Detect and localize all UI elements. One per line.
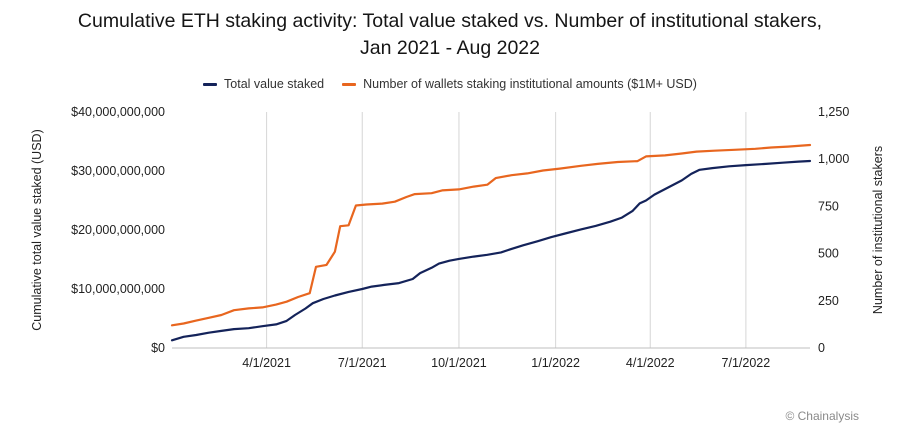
series-line-total-value-staked — [170, 159, 812, 342]
x-tick-label: 7/1/2021 — [338, 356, 387, 370]
chart-title-line-1: Cumulative ETH staking activity: Total v… — [77, 10, 823, 32]
x-tick-label: 4/1/2021 — [242, 356, 291, 370]
y-left-tick-label: $40,000,000,000 — [71, 105, 165, 119]
chart-subtitle: Jan 2021 - Aug 2022 — [360, 37, 540, 59]
y-right-tick-label: 250 — [818, 294, 839, 308]
legend-item-institutional-wallets: Number of wallets staking institutional … — [342, 77, 697, 91]
y-right-tick-label: 750 — [818, 199, 839, 213]
legend-item-total-value: Total value staked — [203, 77, 324, 91]
y-left-axis-title: Cumulative total value staked (USD) — [30, 129, 44, 330]
y-right-tick-label: 1,000 — [818, 152, 849, 166]
legend-label-total-value: Total value staked — [224, 77, 325, 91]
y-left-tick-label: $20,000,000,000 — [71, 223, 165, 237]
legend-swatch-total-value — [203, 82, 218, 86]
x-tick-label: 7/1/2022 — [722, 356, 771, 370]
x-tick-label: 10/1/2021 — [431, 356, 487, 370]
y-right-tick-label: 0 — [818, 341, 825, 355]
y-left-tick-label: $30,000,000,000 — [71, 164, 165, 178]
legend-label-institutional-wallets: Number of wallets staking institutional … — [363, 77, 697, 91]
legend-swatch-institutional-wallets — [342, 82, 357, 86]
series-line-institutional-wallets — [170, 143, 812, 327]
chainalysis-watermark: © Chainalysis — [785, 409, 859, 423]
y-left-tick-label: $10,000,000,000 — [71, 282, 165, 296]
chart-title: Cumulative ETH staking activity: Total v… — [0, 8, 900, 62]
x-tick-label: 4/1/2022 — [626, 356, 675, 370]
y-right-tick-label: 1,250 — [818, 105, 849, 119]
y-left-tick-label: $0 — [151, 341, 165, 355]
y-right-axis-title: Number of institutional stakers — [871, 146, 885, 314]
y-right-tick-label: 500 — [818, 247, 839, 261]
x-tick-label: 1/1/2022 — [531, 356, 580, 370]
chart-legend: Total value staked Number of wallets sta… — [0, 77, 900, 91]
